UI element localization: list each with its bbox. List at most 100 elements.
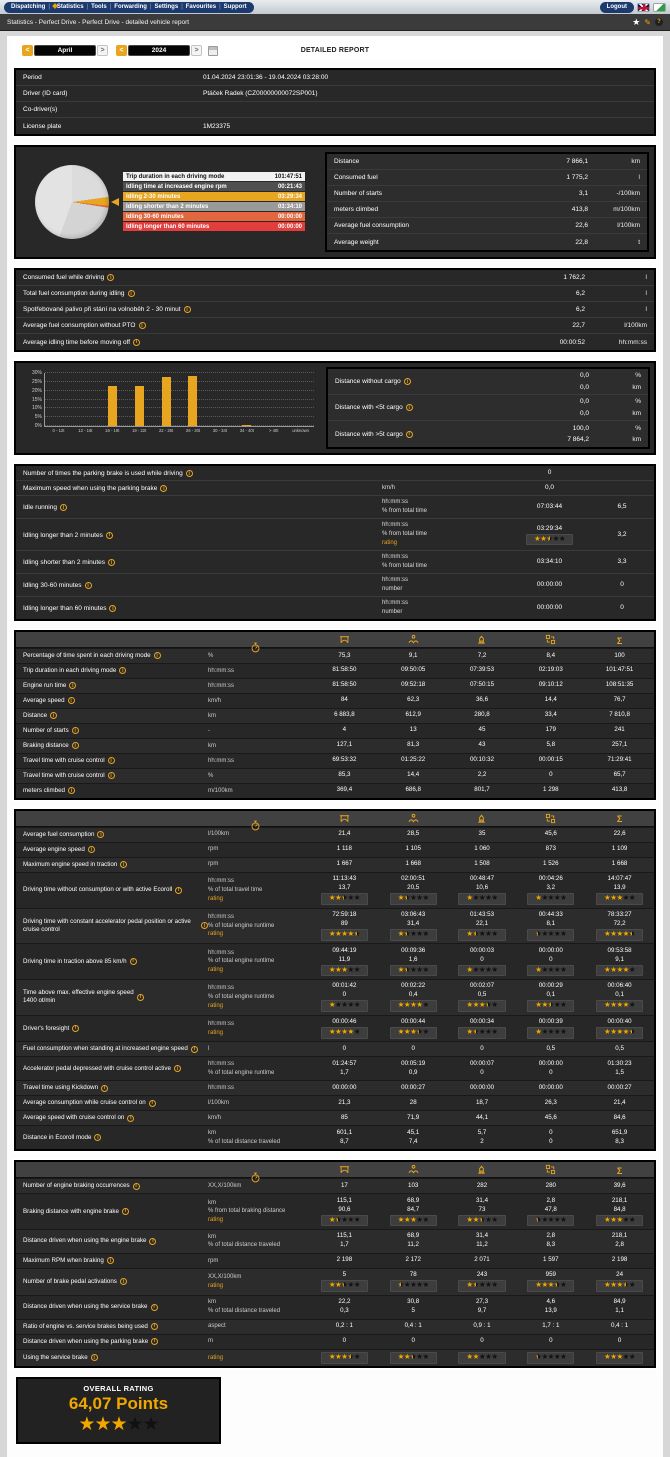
info-icon[interactable]: i <box>71 742 79 750</box>
next-month-button[interactable]: > <box>97 45 108 56</box>
star-rating-track: ★★★★★ <box>397 1214 430 1224</box>
info-icon[interactable]: i <box>69 682 77 690</box>
info-icon[interactable]: i <box>133 338 141 346</box>
logout-button[interactable]: Logout <box>599 1 634 13</box>
cargo-pct-unit: % <box>635 424 641 432</box>
cell: 45,6 <box>516 830 585 839</box>
info-icon[interactable]: i <box>127 290 135 297</box>
star-rating: ★★★★★★★★★★ <box>466 929 498 938</box>
menu-item-dispatching[interactable]: Dispatching <box>11 4 46 10</box>
cargo-row: Distance with >5t cargo i 100,0 7 864,2% km <box>328 421 648 447</box>
info-icon[interactable]: i <box>107 757 115 765</box>
info-icon[interactable]: i <box>136 993 144 1001</box>
info-icon[interactable]: i <box>106 1257 114 1265</box>
idle-secondary-value: 3,2 <box>597 530 647 540</box>
info-icon[interactable]: i <box>67 697 75 705</box>
edit-icon[interactable]: ✎ <box>644 17 651 27</box>
cell: 115,1 1,7 <box>310 1232 379 1250</box>
info-icon[interactable]: i <box>108 559 116 566</box>
prev-month-button[interactable]: < <box>22 45 33 56</box>
info-icon[interactable]: i <box>160 485 168 492</box>
info-icon[interactable]: i <box>127 1114 135 1122</box>
star-rating-box: ★★★★★★★★★★ <box>527 928 575 941</box>
info-icon[interactable]: i <box>120 861 128 869</box>
menu-item-support[interactable]: Support <box>223 4 247 10</box>
breadcrumb: Statistics - Perfect Drive - Perfect Dri… <box>7 18 190 26</box>
info-icon[interactable]: i <box>150 1303 158 1311</box>
logout-label: Logout <box>606 4 627 10</box>
info-icon[interactable]: i <box>153 652 161 660</box>
info-icon[interactable]: i <box>72 1025 80 1033</box>
menu-item-tools[interactable]: Tools <box>91 4 107 10</box>
menu-item-settings[interactable]: Settings <box>154 4 179 10</box>
next-year-button[interactable]: > <box>191 45 202 56</box>
month-select[interactable]: April <box>34 45 96 56</box>
overall-rating-stars: ★★★★★★★★★★ <box>22 1414 215 1436</box>
info-icon[interactable]: i <box>107 772 115 780</box>
star-rating-box: ★★★★★★★★★★ <box>389 1280 437 1293</box>
cell-line: 78 <box>409 1271 417 1279</box>
rating-line: ★★★★★★★★★★ <box>310 928 379 941</box>
rating-line: ★★★★★★★★★★ <box>310 1000 379 1013</box>
info-icon[interactable]: i <box>190 1045 198 1053</box>
idle-value: 00:00:00 <box>502 603 597 613</box>
info-icon[interactable]: i <box>405 430 413 438</box>
info-icon[interactable]: i <box>121 1208 129 1216</box>
row-units: - <box>208 727 310 736</box>
info-icon[interactable]: i <box>148 1099 156 1107</box>
cell: 2 172 <box>379 1256 448 1265</box>
cell: 75,3 <box>310 652 379 661</box>
info-icon[interactable]: i <box>175 886 183 894</box>
info-icon[interactable]: i <box>90 1354 98 1362</box>
prev-year-button[interactable]: < <box>116 45 127 56</box>
info-icon[interactable]: i <box>132 1182 140 1190</box>
cell-line: 2 198 <box>611 1256 628 1264</box>
info-icon[interactable]: i <box>94 1134 102 1142</box>
pie-legend-label: Idling time at increased engine rpm <box>126 183 227 190</box>
cell: 5★★★★★★★★★★ <box>310 1271 379 1293</box>
info-icon[interactable]: i <box>119 667 127 675</box>
uk-flag-icon[interactable] <box>637 2 650 12</box>
info-icon[interactable]: i <box>149 1237 157 1245</box>
fuel-row: Average idling time before moving off i 00… <box>16 334 654 350</box>
info-icon[interactable]: i <box>201 922 208 930</box>
cell-line: 1 667 <box>336 860 353 868</box>
menu-item-favourites[interactable]: Favourites <box>185 4 217 10</box>
info-icon[interactable]: i <box>84 582 92 589</box>
cell: 26,3 <box>516 1099 585 1108</box>
info-icon[interactable]: i <box>71 727 79 735</box>
info-icon[interactable]: i <box>138 322 146 329</box>
info-icon[interactable]: i <box>107 274 115 281</box>
fuel-row: Total fuel consumption during idling i 6,2… <box>16 286 654 302</box>
cell: 18,7 <box>448 1099 517 1108</box>
calendar-icon[interactable] <box>208 45 218 56</box>
info-icon[interactable]: i <box>151 1338 159 1346</box>
info-icon[interactable]: i <box>50 712 58 720</box>
info-icon[interactable]: i <box>185 470 193 477</box>
info-icon[interactable]: i <box>150 1323 158 1331</box>
info-icon[interactable]: i <box>97 831 105 839</box>
info-icon[interactable]: i <box>109 605 117 612</box>
info-icon[interactable]: i <box>405 404 413 411</box>
info-icon[interactable]: i <box>173 1065 181 1073</box>
info-icon[interactable]: i <box>101 1084 109 1092</box>
favorite-star-icon[interactable]: ★ <box>632 16 641 27</box>
year-select[interactable]: 2024 <box>128 45 190 56</box>
star-rating-track: ★★★★★ <box>466 1214 498 1224</box>
menu-item-statistics[interactable]: Statistics <box>52 3 84 10</box>
info-icon[interactable]: i <box>129 958 137 966</box>
help-icon[interactable]: ? <box>655 18 663 26</box>
menu-item-forwarding[interactable]: Forwarding <box>114 4 147 10</box>
secondary-flag-icon[interactable] <box>653 2 666 12</box>
info-icon[interactable]: i <box>403 378 411 385</box>
cell-line: 07:50:15 <box>469 681 495 689</box>
idle-secondary-line: 6,5 <box>617 503 627 511</box>
info-icon[interactable]: i <box>105 531 113 539</box>
info-icon[interactable]: i <box>183 306 191 313</box>
info-icon[interactable]: i <box>67 787 75 795</box>
info-icon[interactable]: i <box>59 504 67 511</box>
cell: ★★★★★★★★★★ <box>310 1352 379 1364</box>
info-icon[interactable]: i <box>119 1278 127 1286</box>
info-icon[interactable]: i <box>87 846 95 854</box>
star-rating-box: ★★★★★★★★★★ <box>458 1027 506 1039</box>
